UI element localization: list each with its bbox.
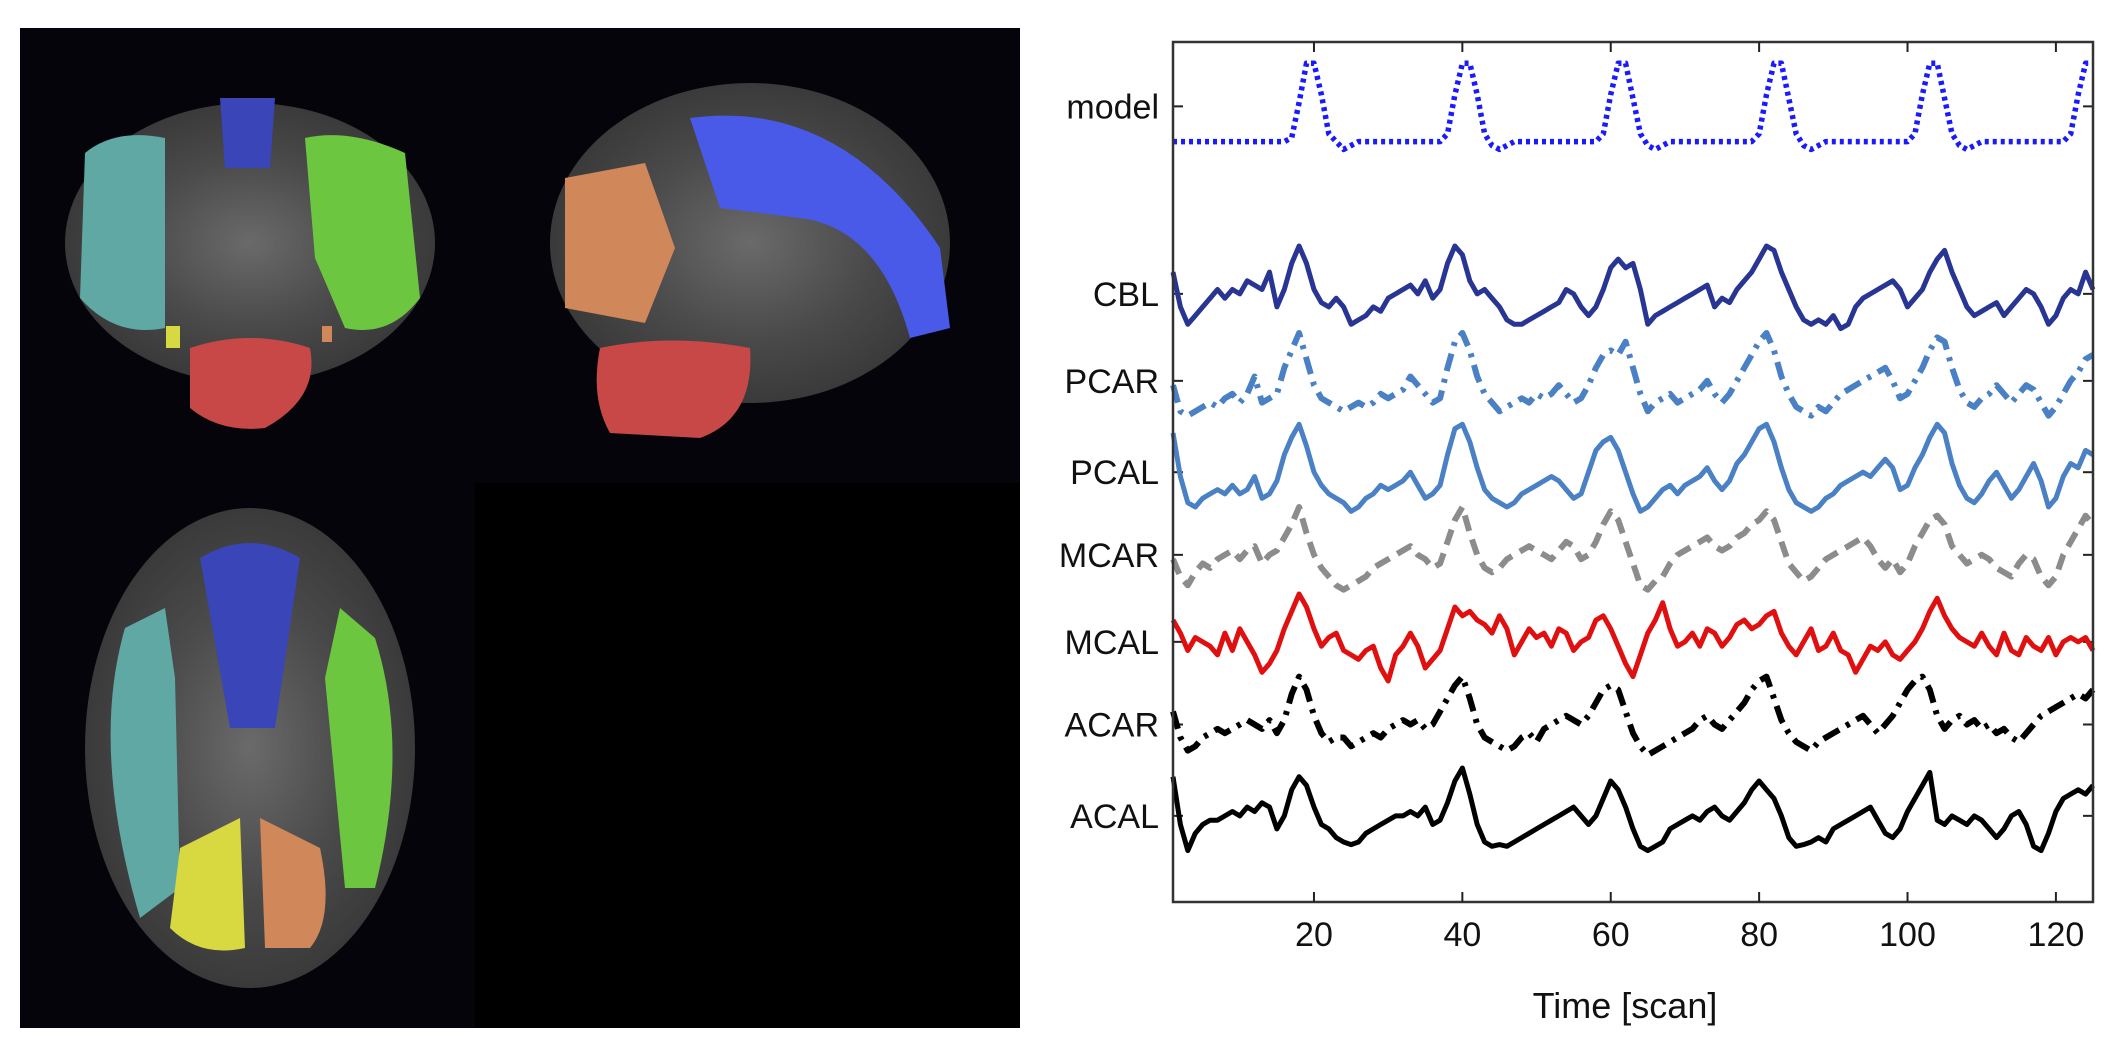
series-line-model (1173, 60, 2093, 153)
x-tick-label-20: 20 (1295, 916, 1333, 954)
coronal-region-teal (80, 135, 165, 330)
x-tick-label-100: 100 (1879, 916, 1936, 954)
atlas-empty-quadrant (475, 483, 1020, 1028)
series-line-pcar (1170, 330, 2095, 419)
plot-lines (1170, 60, 2096, 854)
x-ticks: 20 40 60 80 100 120 (1295, 42, 2084, 954)
sagittal-region-red (596, 340, 751, 438)
sagittal-region-blue (690, 115, 950, 338)
axial-region-orange (260, 818, 326, 948)
series-label-model: model (1066, 88, 1159, 126)
series-label-pcar: PCAR (1065, 363, 1159, 401)
x-tick-label-80: 80 (1740, 916, 1778, 954)
axial-region-blue (200, 543, 300, 728)
series-line-mcal (1170, 591, 2096, 684)
series-line-acar (1170, 673, 2096, 758)
x-tick-label-120: 120 (2028, 916, 2085, 954)
series-labels: model CBL PCAR PCAL MCAR MCAL ACAR ACAL (1059, 88, 2093, 836)
axes (1171, 40, 2095, 904)
series-label-acal: ACAL (1070, 798, 1159, 836)
sagittal-view (550, 83, 950, 438)
brain-atlas-panel (20, 28, 1020, 1028)
coronal-region-green (305, 135, 420, 330)
series-line-pcal (1170, 421, 2095, 514)
coronal-region-orange (322, 326, 332, 342)
x-axis-label: Time [scan] (1533, 985, 1718, 1026)
series-label-acar: ACAR (1065, 707, 1159, 745)
series-line-cbl (1170, 243, 2096, 332)
axial-region-green (325, 608, 393, 888)
axial-region-teal (110, 608, 180, 918)
coronal-view (65, 98, 435, 429)
series-label-mcal: MCAL (1065, 624, 1159, 662)
series-label-pcal: PCAL (1070, 454, 1159, 492)
plot-frame (1171, 40, 2095, 904)
sagittal-region-orange (565, 163, 675, 323)
x-tick-label-60: 60 (1592, 916, 1630, 954)
series-line-acal (1170, 765, 2095, 854)
coronal-region-yellow (166, 326, 180, 348)
time-series-chart: model CBL PCAR PCAL MCAR MCAL ACAR ACAL 20 40 60 8… (1059, 40, 2096, 1026)
series-label-mcar: MCAR (1059, 537, 1159, 575)
series-label-cbl: CBL (1093, 276, 1159, 314)
series-line-mcar (1170, 504, 2096, 593)
axial-region-yellow (170, 818, 245, 951)
coronal-region-blue (220, 98, 275, 168)
axial-view (85, 508, 415, 988)
x-tick-label-40: 40 (1443, 916, 1481, 954)
coronal-region-red (190, 338, 312, 429)
